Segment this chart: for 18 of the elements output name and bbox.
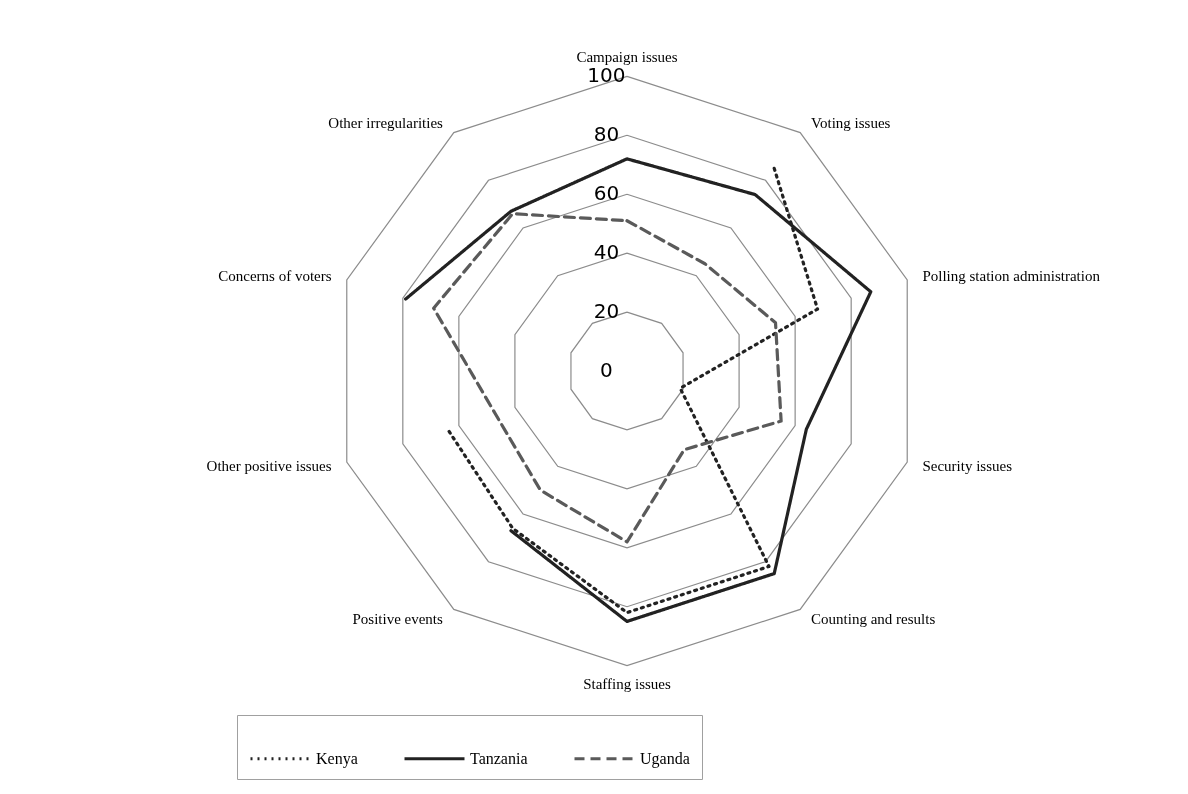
spoke-label: Polling station administration	[922, 268, 1101, 285]
spoke-label: Voting issues	[811, 115, 891, 132]
y-tick-label: 20	[593, 299, 620, 324]
spoke-label: Concerns of voters	[218, 268, 332, 285]
legend-label: Uganda	[640, 749, 690, 768]
y-tick-label: 60	[593, 181, 620, 206]
spoke-label: Other positive issues	[206, 457, 332, 474]
legend-label: Tanzania	[470, 749, 528, 767]
spoke-label: Security issues	[922, 457, 1013, 474]
spoke-label: Staffing issues	[583, 676, 671, 693]
spoke-label: Campaign issues	[576, 48, 678, 65]
y-tick-label: 40	[593, 240, 620, 265]
y-tick-label: 0	[600, 358, 613, 382]
spoke-label: Counting and results	[811, 610, 936, 627]
y-tick-label: 80	[593, 122, 620, 147]
legend-label: Kenya	[316, 749, 358, 768]
spoke-label: Positive events	[352, 610, 444, 627]
spoke-label: Other irregularities	[328, 115, 444, 132]
